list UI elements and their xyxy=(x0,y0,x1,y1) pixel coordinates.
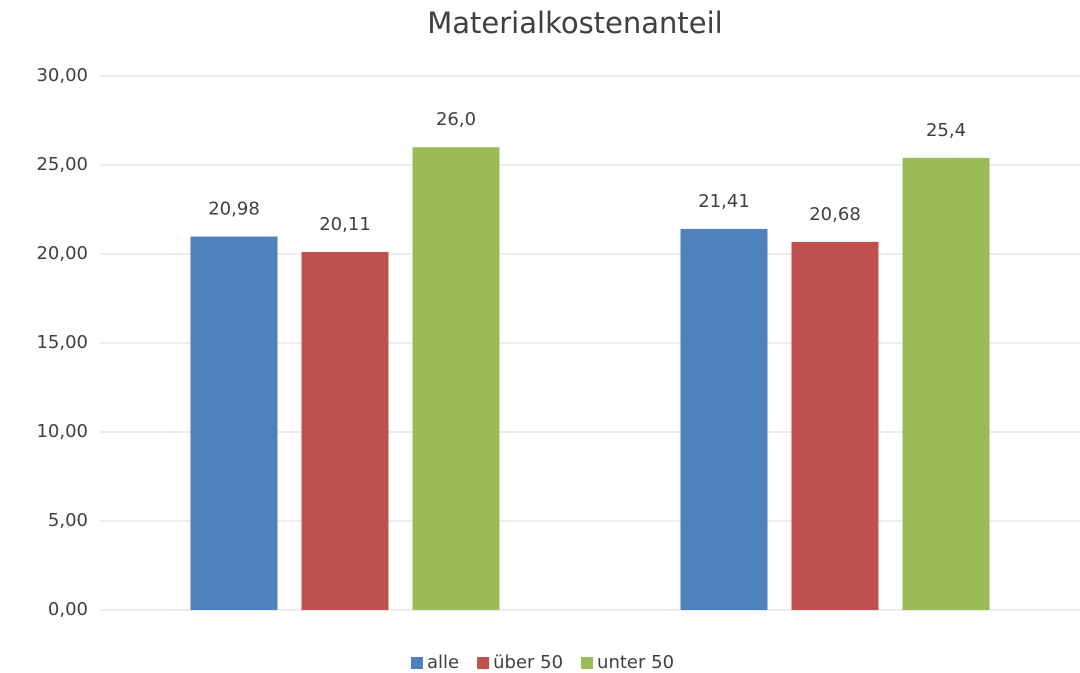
legend-label: über 50 xyxy=(493,652,563,673)
y-tick-label: 5,00 xyxy=(48,510,88,531)
legend-label: unter 50 xyxy=(597,652,674,673)
bar xyxy=(791,241,879,610)
y-tick-label: 10,00 xyxy=(36,421,88,442)
chart-title: Materialkostenanteil xyxy=(427,6,723,40)
data-label: 20,68 xyxy=(809,204,861,225)
y-tick-label: 20,00 xyxy=(36,243,88,264)
data-label: 25,4 xyxy=(926,120,966,141)
legend-swatch xyxy=(581,657,594,669)
data-label: 20,11 xyxy=(319,214,371,235)
data-label: 21,41 xyxy=(698,191,750,212)
legend-swatch xyxy=(411,657,423,669)
y-tick-label: 30,00 xyxy=(36,65,88,86)
legend-label: alle xyxy=(427,652,459,673)
y-tick-label: 15,00 xyxy=(36,332,88,353)
bar xyxy=(301,252,389,611)
bar xyxy=(190,236,278,610)
bar xyxy=(412,147,500,610)
y-tick-label: 0,00 xyxy=(48,599,88,620)
data-label: 26,0 xyxy=(436,109,476,130)
legend-swatch xyxy=(477,657,490,669)
data-label: 20,98 xyxy=(208,199,260,220)
y-tick-label: 25,00 xyxy=(36,154,88,175)
bar xyxy=(902,157,990,610)
bar xyxy=(680,228,768,611)
